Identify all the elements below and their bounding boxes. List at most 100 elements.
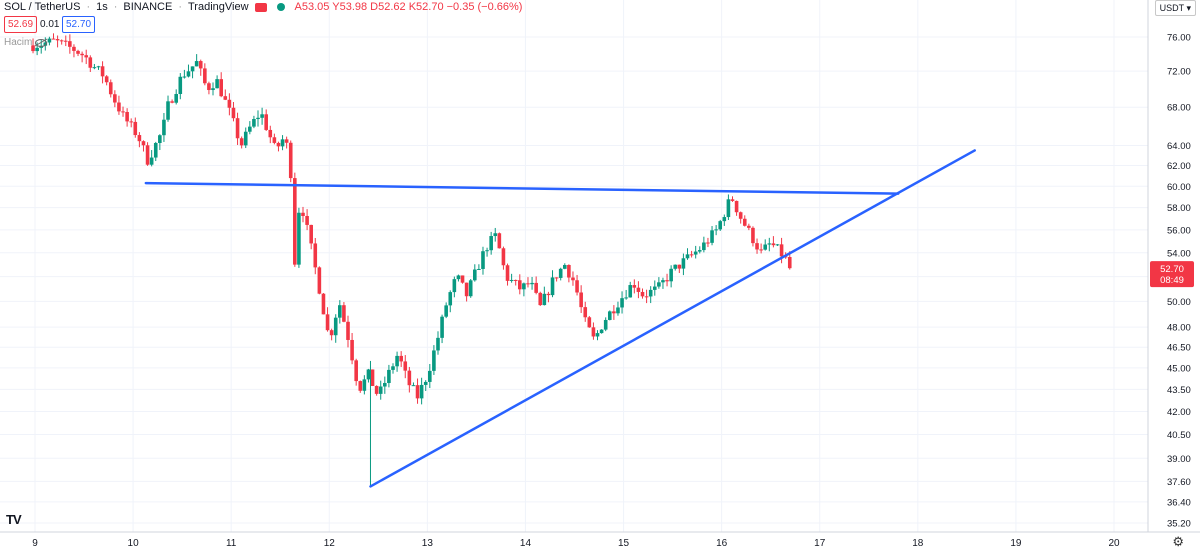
candle-body (387, 369, 391, 384)
y-tick-label: 68.00 (1167, 103, 1191, 114)
candle-body (603, 319, 608, 330)
candle-body (129, 121, 134, 123)
candle-body (579, 292, 583, 308)
candle-body (239, 138, 244, 146)
candle-body (485, 250, 489, 252)
candle-body (31, 45, 35, 52)
flag-icon[interactable] (254, 2, 267, 12)
candle-body (751, 227, 755, 244)
candle-body (779, 244, 784, 257)
candle-body (235, 118, 240, 139)
trendline[interactable] (144, 181, 900, 195)
gear-icon[interactable]: ⚙ (1172, 534, 1184, 549)
y-tick-label: 58.00 (1167, 203, 1191, 214)
candle-body (366, 369, 371, 380)
candle-body (301, 212, 305, 216)
candle-body (501, 248, 506, 266)
candle-body (268, 129, 273, 138)
candle-body (550, 277, 555, 296)
candle-body (411, 385, 416, 387)
candle-body (734, 200, 739, 213)
candle-body (428, 370, 432, 382)
market-status-icon[interactable] (276, 3, 285, 11)
candle-body (685, 254, 690, 259)
x-tick-label: 14 (520, 538, 532, 549)
candle-body (648, 289, 653, 297)
candle-body (742, 218, 747, 226)
tradingview-logo[interactable]: TV (6, 512, 22, 527)
candle-body (661, 280, 665, 283)
candle-body (522, 283, 526, 290)
symbol-label[interactable]: SOL / TetherUS (4, 1, 81, 13)
candle-body (587, 317, 592, 328)
trendline[interactable] (369, 149, 976, 488)
candle-body (329, 330, 334, 336)
x-tick-label: 15 (618, 538, 630, 549)
sell-button[interactable]: 52.69 (4, 16, 38, 33)
y-tick-label: 43.50 (1167, 385, 1191, 396)
candle-body (51, 38, 56, 40)
candle-body (149, 157, 154, 165)
interval-label[interactable]: 1s (96, 1, 108, 13)
candle-body (117, 102, 121, 112)
candle-body (59, 40, 64, 42)
currency-dropdown[interactable]: USDT ▾ (1154, 0, 1196, 16)
candle-body (333, 317, 338, 336)
candle-body (493, 233, 498, 237)
candle-body (452, 279, 457, 293)
y-tick-label: 37.60 (1167, 477, 1191, 488)
candle-body (706, 242, 710, 244)
candle-body (436, 337, 440, 351)
candle-body (55, 39, 60, 41)
candle-body (460, 275, 465, 283)
candle-body (612, 311, 616, 314)
source-label: TradingView (187, 1, 249, 13)
candle-body (178, 76, 183, 95)
candle-body (293, 178, 297, 265)
candle-body (693, 251, 698, 255)
candle-body (575, 280, 579, 293)
candle-body (100, 66, 105, 77)
ohlc-readout: A53.05 Y53.98 D52.62 K52.70 −0.35 (−0.66… (294, 1, 523, 13)
candle-body (198, 61, 203, 69)
candle-body (362, 379, 367, 391)
candle-body (141, 141, 146, 146)
candle-body (620, 298, 624, 308)
volume-legend: Hacim (4, 37, 48, 48)
currency-label: USDT (1159, 3, 1184, 13)
y-tick-label: 40.50 (1167, 430, 1191, 441)
candle-body (509, 279, 514, 281)
candle-body (153, 142, 158, 158)
buy-button[interactable]: 52.70 (62, 16, 96, 33)
y-tick-label: 36.40 (1167, 497, 1191, 508)
candle-body (456, 275, 461, 280)
candle-body (583, 307, 588, 318)
candle-body (775, 244, 780, 246)
candle-body (260, 114, 264, 118)
candle-body (350, 339, 354, 361)
candle-body (481, 251, 485, 269)
candle-body (321, 293, 326, 315)
candle-body (39, 45, 44, 48)
candle-body (517, 280, 522, 290)
candle-body (378, 386, 383, 394)
candle-body (76, 50, 80, 54)
candle-body (665, 280, 669, 282)
candle-body (338, 305, 342, 318)
y-tick-label: 39.00 (1167, 454, 1191, 465)
candle-body (72, 46, 76, 51)
candle-body (423, 381, 428, 385)
y-tick-label: 72.00 (1167, 67, 1191, 78)
candle-body (562, 264, 567, 269)
candle-body (313, 243, 318, 268)
candle-body (652, 286, 657, 290)
candle-body (190, 66, 195, 72)
hidden-eye-icon[interactable] (35, 38, 48, 47)
x-tick-label: 9 (32, 538, 38, 549)
candle-body (419, 384, 424, 399)
candle-body (767, 243, 772, 245)
candle-body (374, 385, 379, 394)
candle-body (35, 47, 39, 52)
y-tick-label: 62.00 (1167, 161, 1191, 172)
